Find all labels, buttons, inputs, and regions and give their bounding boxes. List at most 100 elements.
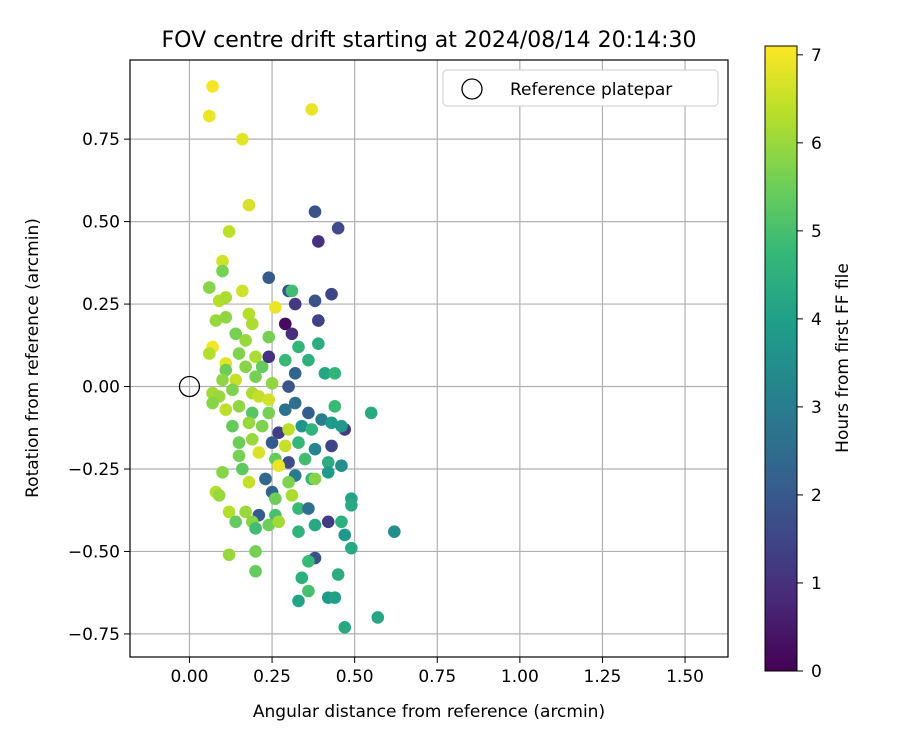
data-point bbox=[259, 472, 272, 486]
data-point bbox=[232, 436, 246, 449]
data-point bbox=[216, 465, 229, 479]
data-point bbox=[315, 413, 328, 426]
data-point bbox=[255, 360, 269, 374]
data-point bbox=[325, 287, 338, 301]
data-point bbox=[226, 419, 239, 433]
data-point bbox=[269, 301, 282, 314]
data-point bbox=[278, 439, 292, 453]
data-point bbox=[302, 406, 315, 420]
data-point bbox=[331, 568, 345, 581]
x-tick-label: 0.25 bbox=[253, 667, 291, 687]
data-point bbox=[262, 393, 276, 407]
data-point bbox=[328, 367, 342, 380]
data-point bbox=[265, 376, 279, 390]
data-point bbox=[249, 370, 262, 383]
x-tick-label: 0.00 bbox=[171, 667, 209, 687]
legend: Reference platepar bbox=[442, 69, 719, 107]
data-point bbox=[212, 489, 226, 502]
data-point bbox=[262, 330, 276, 344]
data-point bbox=[328, 591, 342, 604]
data-point bbox=[312, 314, 325, 327]
data-point bbox=[229, 373, 243, 387]
data-point bbox=[338, 528, 352, 542]
data-point bbox=[335, 515, 348, 529]
legend-entry-label: Reference platepar bbox=[510, 80, 672, 100]
data-point bbox=[236, 462, 249, 476]
x-tick-label: 0.50 bbox=[336, 667, 374, 687]
data-point bbox=[278, 353, 292, 367]
x-axis-label: Angular distance from reference (arcmin) bbox=[253, 702, 605, 722]
data-point bbox=[236, 132, 249, 146]
data-point bbox=[232, 347, 246, 360]
data-point bbox=[222, 225, 236, 238]
data-point bbox=[328, 400, 342, 413]
x-tick-label: 1.25 bbox=[584, 667, 622, 687]
data-point bbox=[305, 103, 319, 116]
data-point bbox=[292, 436, 305, 449]
data-point bbox=[302, 353, 315, 367]
data-point bbox=[371, 611, 385, 624]
data-point bbox=[335, 459, 348, 472]
data-point bbox=[249, 522, 262, 535]
data-point bbox=[262, 406, 276, 420]
grid-lines bbox=[130, 60, 728, 657]
data-point bbox=[312, 337, 325, 350]
x-tick-label: 0.75 bbox=[418, 667, 456, 687]
data-point bbox=[262, 271, 276, 284]
data-point bbox=[272, 426, 285, 440]
data-point bbox=[325, 439, 338, 453]
y-tick-label: −0.25 bbox=[68, 460, 120, 480]
data-point bbox=[216, 373, 229, 387]
data-point bbox=[302, 584, 315, 598]
data-point bbox=[242, 416, 256, 430]
data-point bbox=[308, 442, 322, 456]
data-point bbox=[232, 449, 246, 463]
data-point bbox=[305, 423, 319, 436]
data-point bbox=[285, 489, 299, 502]
data-point bbox=[282, 456, 295, 469]
data-point bbox=[269, 492, 282, 505]
y-axis-label: Rotation from reference (arcmin) bbox=[23, 218, 43, 498]
data-point bbox=[219, 310, 233, 324]
data-point bbox=[345, 498, 358, 512]
colorbar-label: Hours from first FF file bbox=[833, 263, 853, 453]
data-point bbox=[252, 390, 266, 403]
data-point bbox=[308, 294, 322, 308]
x-axis-ticks: 0.00 0.25 0.50 0.75 1.00 1.25 1.50 bbox=[171, 657, 704, 687]
data-point bbox=[249, 545, 262, 558]
data-point bbox=[282, 475, 295, 489]
data-point bbox=[321, 456, 335, 469]
colorbar-tick-label: 1 bbox=[811, 574, 822, 594]
data-point bbox=[242, 198, 256, 212]
reference-marker-group bbox=[178, 375, 201, 398]
data-point bbox=[278, 317, 292, 331]
y-tick-label: 0.00 bbox=[82, 378, 120, 398]
data-point bbox=[295, 571, 309, 585]
colorbar-tick-label: 5 bbox=[811, 222, 822, 242]
data-point bbox=[255, 419, 269, 433]
data-point bbox=[206, 396, 219, 410]
reference-marker bbox=[178, 375, 201, 398]
data-point bbox=[252, 446, 266, 459]
data-point bbox=[219, 403, 233, 416]
data-point bbox=[325, 416, 338, 430]
data-point bbox=[288, 297, 302, 311]
data-point bbox=[262, 350, 276, 364]
data-point bbox=[229, 515, 243, 529]
data-point bbox=[292, 340, 305, 354]
data-point bbox=[308, 205, 322, 219]
data-point bbox=[202, 347, 216, 360]
data-point bbox=[285, 284, 299, 298]
data-point bbox=[262, 518, 276, 532]
data-point bbox=[245, 317, 259, 331]
data-point bbox=[302, 555, 315, 568]
y-axis-ticks: −0.75 −0.50 −0.25 0.00 0.25 0.50 0.75 bbox=[68, 130, 130, 645]
data-point bbox=[202, 109, 216, 123]
data-point bbox=[236, 284, 249, 298]
data-points bbox=[202, 80, 401, 634]
colorbar-tick-label: 0 bbox=[811, 662, 822, 682]
data-point bbox=[318, 367, 332, 380]
data-point bbox=[209, 314, 223, 327]
data-point bbox=[292, 502, 305, 515]
